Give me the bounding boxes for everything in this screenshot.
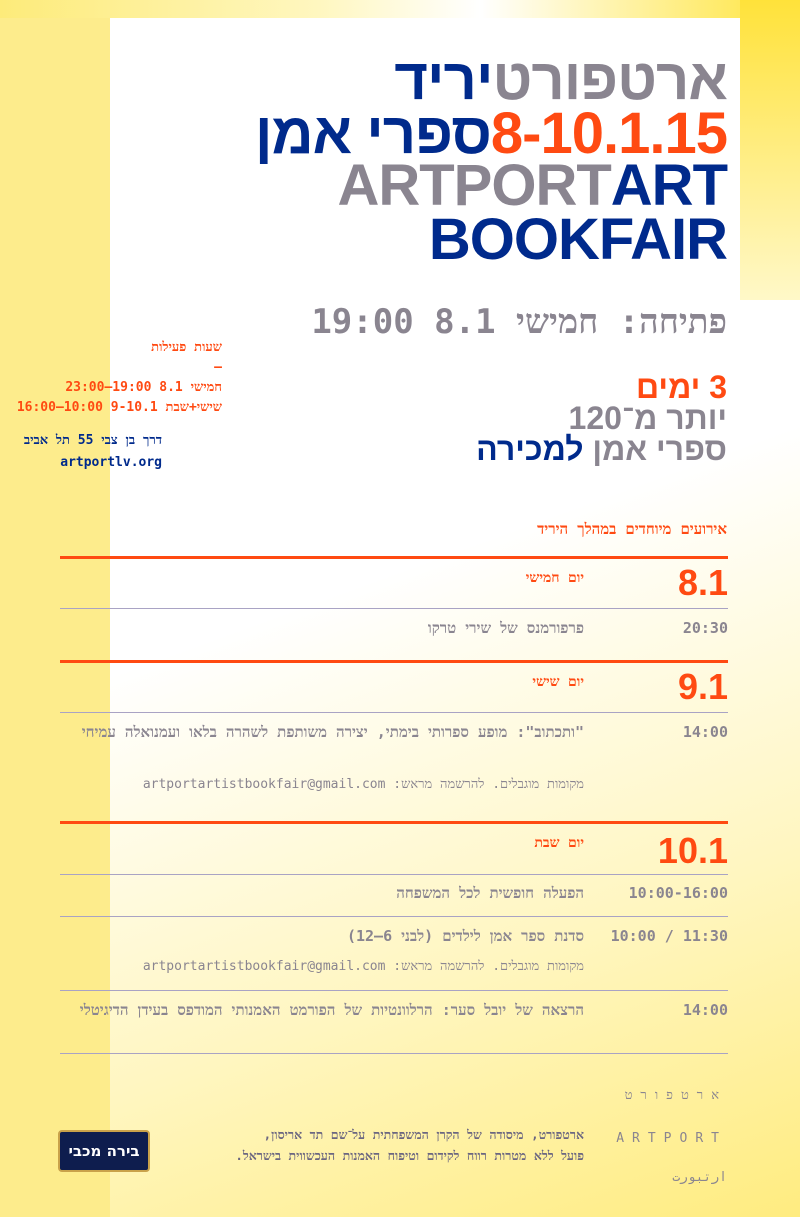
yellow-glow	[110, 250, 800, 1217]
title-line-3: ARTPORT ART	[337, 153, 728, 218]
sponsor-logo-text: בירה מכבי	[68, 1142, 140, 1160]
promo-for-sale: למכירה	[476, 431, 584, 467]
footer-description: ארטפורט, מיסודה של הקרן המשפחתית על־שם ת…	[235, 1124, 584, 1166]
day-date: 9.1	[677, 666, 728, 707]
yellow-top-band	[0, 0, 800, 18]
footer-line-2: פועל ללא מטרות רווח לקידום וטיפוח האמנות…	[235, 1148, 584, 1163]
event-time: 20:30	[682, 619, 728, 637]
day-date: 10.1	[657, 830, 728, 871]
street-address: דרך בן צבי 55 תל אביב	[23, 433, 162, 448]
row-divider	[60, 874, 728, 875]
hours-thursday: חמישי 8.1 19:00—23:00	[65, 380, 222, 395]
footer-line-1: ארטפורט, מיסודה של הקרן המשפחתית על־שם ת…	[263, 1127, 584, 1142]
row-divider	[60, 1053, 728, 1054]
website-link[interactable]: artportlv.org	[60, 455, 162, 470]
row-divider	[60, 608, 728, 609]
address: דרך בן צבי 55 תל אביב artportlv.org	[24, 430, 162, 474]
day-divider	[60, 660, 728, 663]
day-divider	[60, 821, 728, 824]
title-line-1: יריד ארטפורט	[394, 47, 728, 112]
event-time: 10:00-16:00	[628, 884, 728, 902]
promo-days: 3 ימים	[636, 369, 727, 405]
day-divider	[60, 556, 728, 559]
title-fair: יריד	[394, 47, 493, 112]
event-title: הרצאה של יובל סער: הרלוונטיות של הפורמט …	[79, 1001, 584, 1019]
event-time: 10:00 / 11:30	[610, 927, 728, 945]
footer-name-hebrew: ארטפורט	[624, 1088, 727, 1103]
opening-hours: שעות פעילות — חמישי 8.1 19:00—23:00 שישי…	[17, 338, 222, 418]
day-label: יום שישי	[532, 674, 584, 690]
sponsor-logo: בירה מכבי	[58, 1130, 150, 1172]
promo-block: 3 ימים יותר מ־120 ספרי אמן למכירה	[476, 369, 727, 467]
event-title: "ותכתוב": מופע ספרותי בימתי, יצירה משותפ…	[81, 723, 584, 741]
event-note: מקומות מוגבלים. להרשמה מראש: artportarti…	[142, 959, 584, 974]
title-artport-he: ארטפורט	[492, 47, 728, 112]
row-divider	[60, 712, 728, 713]
title-line-4: BOOKFAIR	[428, 207, 728, 272]
row-divider	[60, 990, 728, 991]
promo-books: ספרי אמן	[592, 431, 727, 467]
day-date: 8.1	[677, 562, 728, 603]
events-heading: אירועים מיוחדים במהלך היריד	[537, 520, 727, 538]
footer-name-arabic: ارتبورت	[672, 1170, 727, 1185]
day-label: יום שבת	[534, 835, 584, 851]
promo-count: יותר מ־120	[568, 400, 727, 436]
hours-dash: —	[214, 360, 222, 375]
event-title: סדנת ספר אמן לילדים (לבני 6–12)	[346, 927, 584, 945]
opening-info: פתיחה: חמישי 8.1 19:00	[311, 302, 727, 342]
event-title: הפעלה חופשית לכל המשפחה	[396, 884, 584, 902]
day-label: יום חמישי	[525, 570, 584, 586]
event-note: מקומות מוגבלים. להרשמה מראש: artportarti…	[142, 777, 584, 792]
title-art-en: ART	[610, 153, 728, 218]
event-time: 14:00	[682, 1001, 728, 1019]
hours-fri-sat: שישי+שבת 9-10.1 10:00—16:00	[16, 400, 222, 415]
title-artbooks: ספרי אמן	[254, 101, 492, 166]
event-title: פרפורמנס של שירי טרקו	[427, 619, 584, 637]
event-time: 14:00	[682, 723, 728, 741]
title-dates: 8-10.1.15	[490, 101, 728, 166]
hours-label: שעות פעילות	[151, 340, 222, 355]
row-divider	[60, 916, 728, 917]
footer-name-english: ARTPORT	[616, 1131, 727, 1146]
title-line-2: ספרי אמן 8-10.1.15	[254, 101, 728, 166]
title-artport-en: ARTPORT	[337, 153, 611, 218]
